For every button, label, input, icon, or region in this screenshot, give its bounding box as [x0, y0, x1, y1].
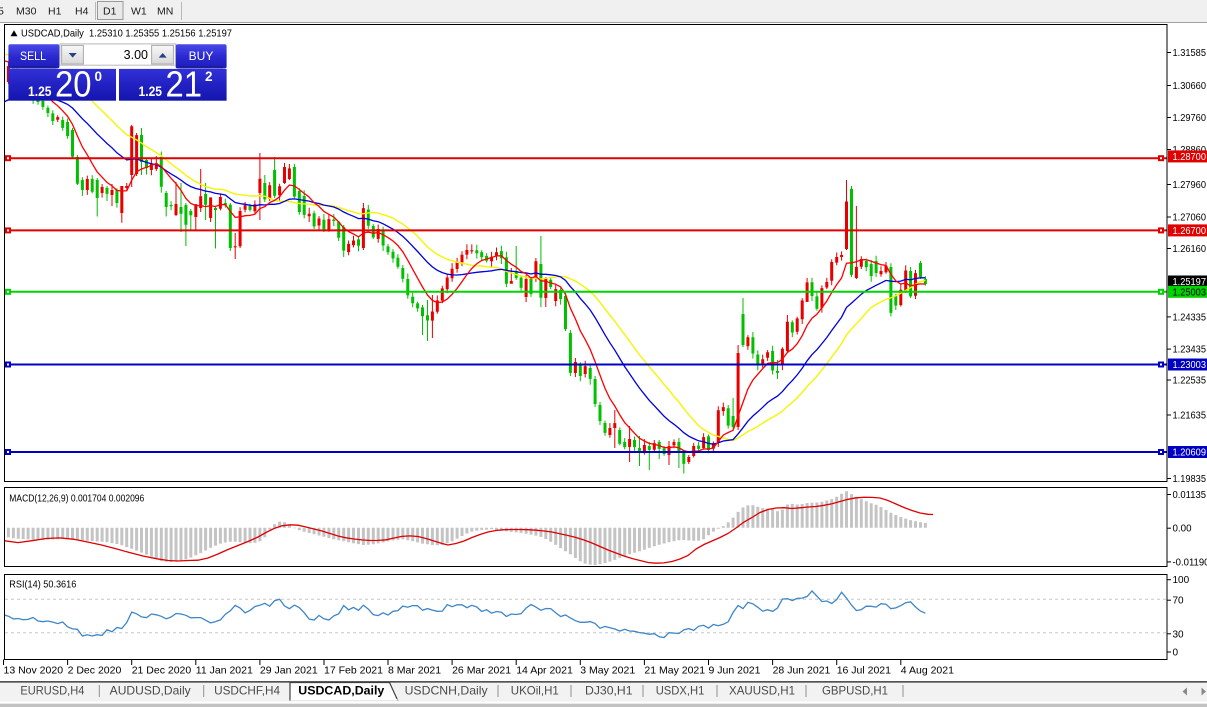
svg-text:H1: H1	[48, 6, 62, 18]
svg-text:SELL: SELL	[20, 49, 46, 63]
svg-text:1.31585: 1.31585	[1173, 48, 1207, 59]
svg-text:1.23435: 1.23435	[1173, 345, 1207, 356]
svg-text:0: 0	[1173, 648, 1179, 659]
svg-text:1.21635: 1.21635	[1173, 411, 1207, 422]
svg-text:3.00: 3.00	[124, 48, 148, 62]
svg-text:8 Mar 2021: 8 Mar 2021	[388, 665, 441, 677]
svg-text:0: 0	[95, 69, 103, 84]
svg-text:USDX,H1: USDX,H1	[656, 684, 705, 698]
svg-text:4 Aug 2021: 4 Aug 2021	[901, 665, 954, 677]
svg-text:XAUUSD,H1: XAUUSD,H1	[729, 684, 795, 698]
svg-text:14 Apr 2021: 14 Apr 2021	[516, 665, 573, 677]
svg-text:2 Dec 2020: 2 Dec 2020	[68, 665, 122, 677]
svg-text:W1: W1	[131, 6, 147, 18]
svg-text:1.25: 1.25	[28, 84, 52, 99]
svg-text:USDCAD,Daily 1.25310 1.25355: USDCAD,Daily 1.25310 1.25355 1.25156 1.2…	[21, 28, 232, 40]
svg-text:21 Dec 2020: 21 Dec 2020	[132, 665, 192, 677]
svg-text:BUY: BUY	[189, 49, 214, 63]
svg-text:1.20609: 1.20609	[1173, 448, 1207, 459]
svg-text:1.23003: 1.23003	[1173, 360, 1207, 371]
svg-text:RSI(14) 50.3616: RSI(14) 50.3616	[9, 579, 76, 591]
svg-text:D1: D1	[103, 6, 117, 18]
svg-text:1.28700: 1.28700	[1173, 152, 1207, 163]
svg-text:1.26160: 1.26160	[1173, 244, 1207, 255]
svg-text:0.01135: 0.01135	[1173, 490, 1207, 501]
svg-text:-0.01190: -0.01190	[1173, 557, 1207, 568]
svg-text:1.24335: 1.24335	[1173, 312, 1207, 323]
svg-text:1.25003: 1.25003	[1173, 287, 1207, 298]
svg-text:21 May 2021: 21 May 2021	[644, 665, 705, 677]
svg-text:1.19835: 1.19835	[1173, 474, 1207, 485]
svg-text:100: 100	[1173, 575, 1190, 586]
svg-text:9 Jun 2021: 9 Jun 2021	[709, 665, 761, 677]
svg-text:20: 20	[55, 64, 92, 105]
svg-text:30: 30	[1173, 629, 1185, 640]
svg-text:1.26700: 1.26700	[1173, 226, 1207, 237]
svg-text:3 May 2021: 3 May 2021	[580, 665, 635, 677]
svg-text:13 Nov 2020: 13 Nov 2020	[4, 665, 64, 677]
svg-text:16 Jul 2021: 16 Jul 2021	[837, 665, 891, 677]
svg-text:1.27060: 1.27060	[1173, 213, 1207, 224]
svg-text:USDCNH,Daily: USDCNH,Daily	[405, 684, 488, 698]
svg-text:70: 70	[1173, 596, 1185, 607]
svg-text:UKOil,H1: UKOil,H1	[511, 684, 559, 698]
svg-text:0.00: 0.00	[1173, 524, 1192, 535]
svg-text:28 Jun 2021: 28 Jun 2021	[773, 665, 831, 677]
svg-text:21: 21	[166, 64, 203, 105]
svg-text:AUDUSD,Daily: AUDUSD,Daily	[110, 684, 191, 698]
svg-text:1.25197: 1.25197	[1173, 277, 1207, 288]
svg-text:MACD(12,26,9) 0.001704 0.00209: MACD(12,26,9) 0.001704 0.002096	[9, 493, 144, 505]
svg-text:29 Jan 2021: 29 Jan 2021	[260, 665, 318, 677]
svg-text:1.22535: 1.22535	[1173, 376, 1207, 387]
svg-text:17 Feb 2021: 17 Feb 2021	[324, 665, 383, 677]
svg-text:1.29760: 1.29760	[1173, 113, 1207, 124]
svg-text:1.30660: 1.30660	[1173, 81, 1207, 92]
svg-text:MN: MN	[157, 6, 173, 18]
svg-text:EURUSD,H4: EURUSD,H4	[20, 684, 84, 698]
svg-text:5: 5	[0, 6, 4, 18]
svg-text:M30: M30	[16, 6, 37, 18]
svg-text:1.25: 1.25	[139, 84, 163, 99]
svg-text:GBPUSD,H1: GBPUSD,H1	[822, 684, 888, 698]
svg-text:H4: H4	[75, 6, 89, 18]
svg-text:DJ30,H1: DJ30,H1	[585, 684, 633, 698]
svg-text:2: 2	[205, 69, 213, 84]
svg-text:USDCHF,H4: USDCHF,H4	[214, 684, 280, 698]
svg-text:USDCAD,Daily: USDCAD,Daily	[298, 684, 384, 698]
svg-text:11 Jan 2021: 11 Jan 2021	[196, 665, 253, 677]
svg-text:1.27960: 1.27960	[1173, 180, 1207, 191]
svg-text:26 Mar 2021: 26 Mar 2021	[452, 665, 511, 677]
